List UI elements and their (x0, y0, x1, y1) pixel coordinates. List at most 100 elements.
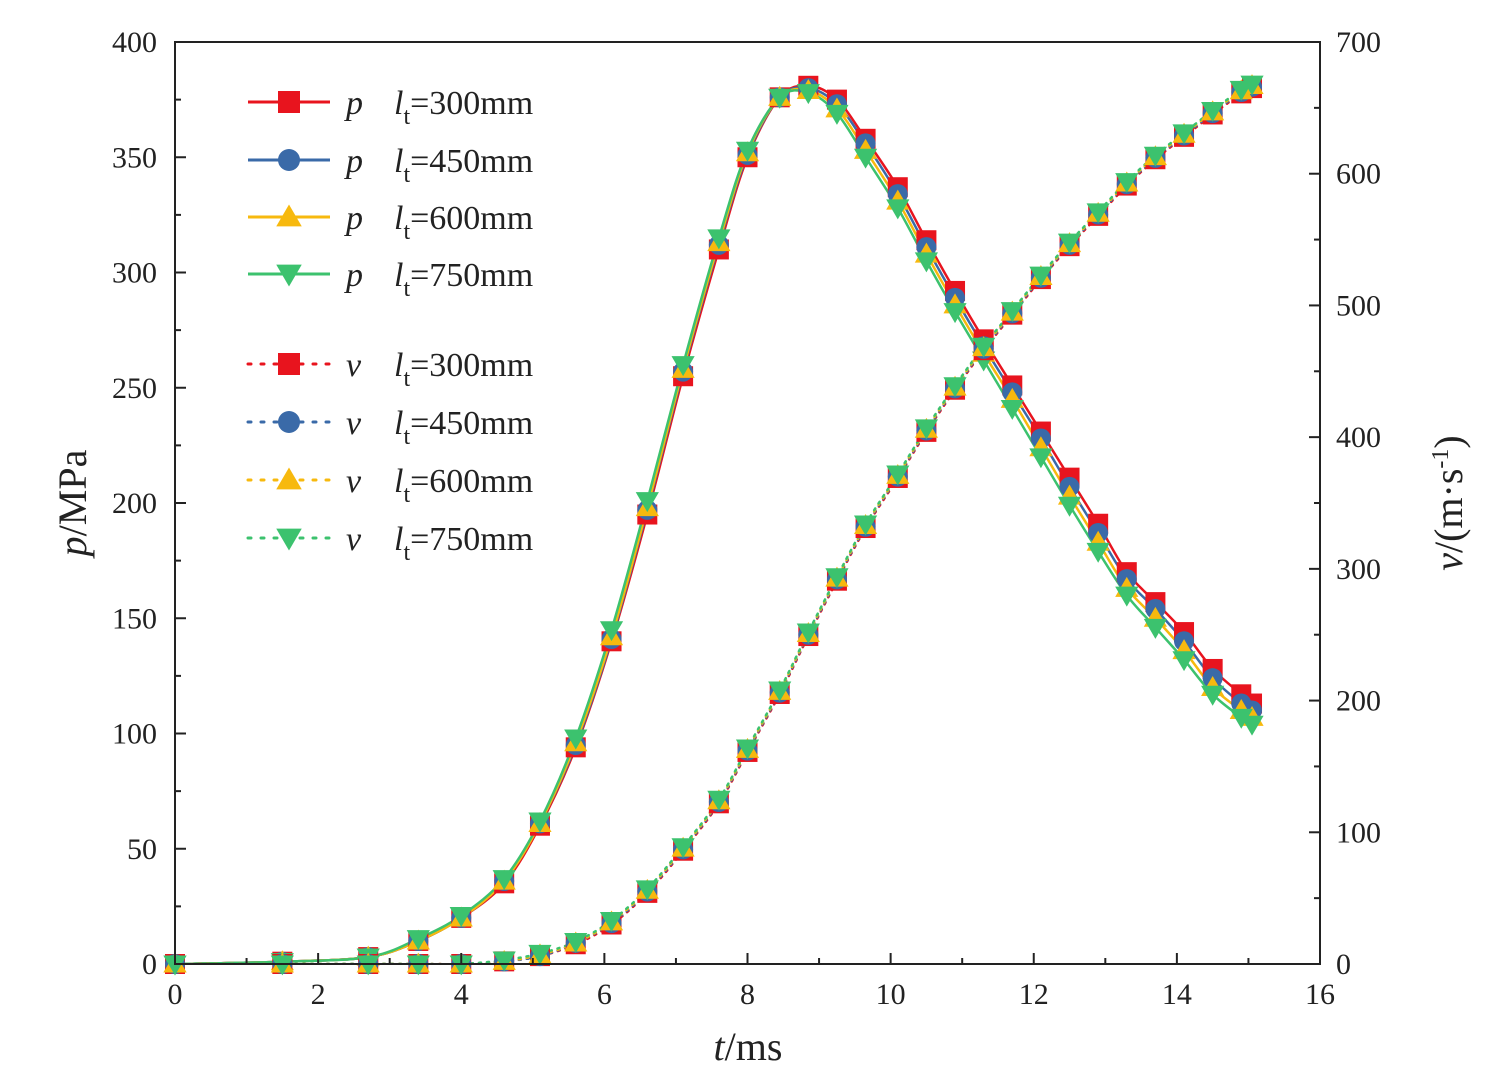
y2-axis-title: v/(m·s-1) (1426, 435, 1471, 571)
y-tick-label: 400 (112, 26, 157, 59)
series-point-p-3 (1057, 496, 1082, 517)
legend-marker (276, 204, 302, 227)
legend-label: lt=600mm (394, 200, 533, 245)
series-point-v-7 (972, 337, 996, 358)
series-point-p-3 (943, 303, 967, 324)
legend-label: lt=450mm (394, 405, 533, 450)
y-tick-label: 100 (112, 718, 157, 751)
series-line-v-7 (175, 82, 1254, 964)
y2-tick-label: 100 (1336, 816, 1381, 849)
x-tick-label: 6 (597, 978, 612, 1011)
series-point-v-7 (406, 955, 430, 976)
series-point-p-3 (853, 148, 878, 169)
series-point-p-3 (1143, 618, 1168, 639)
series-point-v-7 (599, 911, 624, 932)
plot-frame (174, 41, 1321, 965)
series-point-v-7 (356, 955, 380, 976)
x-tick-label: 2 (311, 978, 326, 1011)
series-point-v-7 (943, 377, 967, 398)
series-point-v-7 (492, 951, 516, 972)
y2-tick-label: 0 (1336, 948, 1351, 981)
legend-marker (278, 353, 300, 375)
series-point-v-7 (528, 944, 552, 965)
legend-marker (276, 467, 302, 490)
series-point-p-3 (768, 88, 792, 109)
x-tick-label: 10 (876, 978, 906, 1011)
series-point-v-7 (853, 515, 878, 536)
legend-marker (278, 149, 300, 171)
y2-tick-label: 700 (1336, 26, 1381, 59)
x-tick-label: 4 (454, 978, 469, 1011)
series-point-v-7 (1143, 146, 1168, 167)
series-point-v-7 (163, 955, 187, 976)
series-point-p-3 (735, 141, 760, 162)
series-point-p-3 (1240, 715, 1264, 736)
legend-var: v (346, 521, 362, 558)
series-point-p-3 (914, 252, 939, 273)
series-point-p-3 (1000, 399, 1024, 420)
legend-var: p (344, 257, 363, 294)
series-point-p-3 (796, 84, 820, 105)
legend-var: p (344, 200, 363, 237)
series-point-p-3 (1086, 542, 1110, 563)
series-point-p-3 (449, 907, 473, 927)
series-point-v-7 (635, 880, 659, 901)
legend-marker (276, 264, 302, 287)
y-axis-title: p/MPa (50, 449, 95, 559)
y-tick-label: 200 (112, 487, 157, 520)
x-tick-label: 8 (740, 978, 755, 1011)
series-point-p-3 (886, 199, 910, 220)
series-point-p-3 (528, 812, 552, 833)
series-point-v-7 (1115, 173, 1139, 194)
series-point-p-3 (599, 621, 624, 642)
x-axis-title: t/ms (714, 1024, 783, 1069)
series-point-p-3 (671, 356, 695, 377)
series-point-p-3 (825, 104, 849, 125)
series-point-p-3 (1229, 708, 1253, 729)
series-point-p-3 (1201, 685, 1225, 706)
series-point-p-3 (492, 870, 516, 891)
series-point-p-3 (1172, 651, 1196, 672)
y-tick-label: 0 (142, 948, 157, 981)
series-point-v-7 (1172, 124, 1196, 145)
legend-label: lt=750mm (394, 521, 533, 566)
legend-label: lt=750mm (394, 257, 533, 302)
series-point-v-7 (270, 955, 294, 976)
series-point-p-3 (1029, 448, 1053, 469)
series-point-v-7 (768, 681, 792, 702)
x-tick-label: 16 (1305, 978, 1335, 1011)
legend-var: v (346, 405, 362, 442)
legend-marker (278, 411, 300, 433)
legend-marker (278, 91, 300, 113)
series-point-v-7 (1086, 203, 1110, 224)
y-tick-label: 300 (112, 257, 157, 290)
series-point-v-7 (886, 465, 910, 486)
series-point-v-7 (796, 623, 820, 644)
legend-var: p (344, 85, 363, 122)
y-tick-label: 50 (127, 833, 157, 866)
legend-marker (276, 528, 302, 551)
y2-tick-label: 200 (1336, 685, 1381, 718)
y-tick-label: 350 (112, 141, 157, 174)
series-point-v-7 (1029, 266, 1053, 287)
legend-label: lt=600mm (394, 463, 533, 508)
series-point-v-7 (1057, 233, 1082, 254)
legend-label: lt=300mm (394, 347, 533, 392)
x-tick-label: 0 (168, 978, 183, 1011)
series-point-v-7 (449, 955, 473, 976)
series-point-p-3 (564, 729, 588, 750)
series-point-v-7 (671, 838, 695, 859)
series-point-v-7 (564, 933, 588, 954)
series-point-v-7 (1240, 75, 1264, 96)
series-point-p-3 (707, 229, 731, 250)
legend-var: v (346, 463, 362, 500)
series-point-v-7 (707, 790, 731, 811)
y2-tick-label: 600 (1336, 158, 1381, 191)
series-point-v-7 (825, 568, 849, 589)
y2-tick-label: 500 (1336, 289, 1381, 322)
y-tick-label: 150 (112, 602, 157, 635)
y-tick-label: 250 (112, 372, 157, 405)
series-point-v-7 (1000, 302, 1024, 323)
series-point-v-7 (914, 419, 939, 440)
legend-label: lt=450mm (394, 143, 533, 188)
